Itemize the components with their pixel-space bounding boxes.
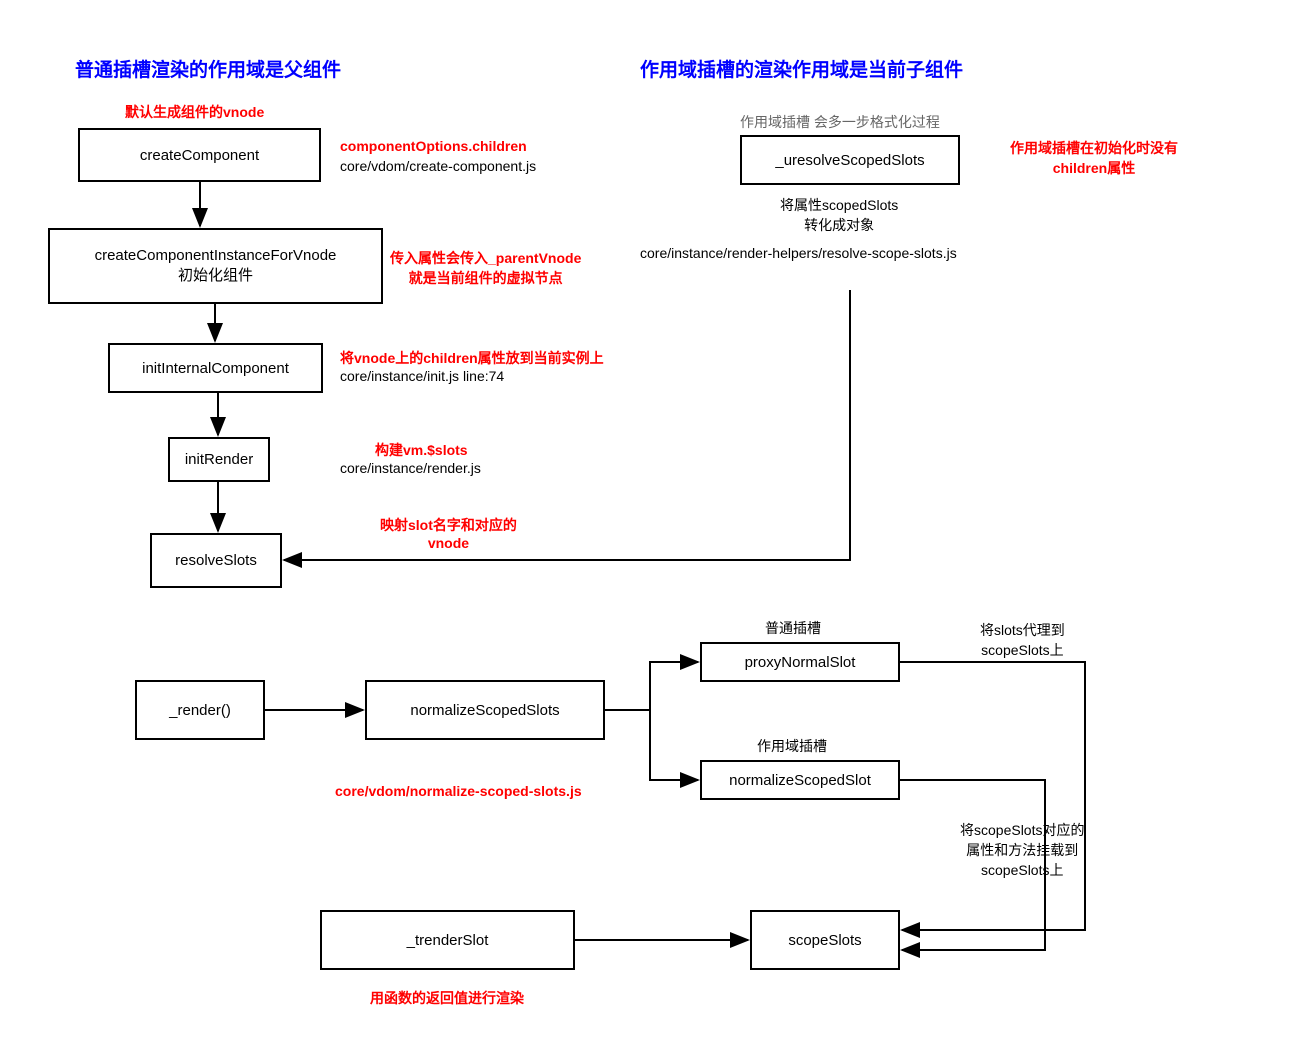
node-label: _render() <box>169 702 231 719</box>
label-l14r: 作用域插槽在初始化时没有 children属性 <box>1010 138 1178 178</box>
node-render: _render() <box>135 680 265 740</box>
node-normalizeScopedSlot: normalizeScopedSlot <box>700 760 900 800</box>
label-l7: 普通插槽 <box>765 618 821 638</box>
label-l2b: core/vdom/create-component.js <box>340 158 536 174</box>
node-normalizeScopedSlots: normalizeScopedSlots <box>365 680 605 740</box>
title-right: 作用域插槽的渲染作用域是当前子组件 <box>640 55 963 82</box>
node-label: createComponent <box>140 147 259 164</box>
label-l8: 作用域插槽 <box>757 736 827 756</box>
node-initInternalComponent: initInternalComponent <box>108 343 323 393</box>
node-label: normalizeScopedSlot <box>729 772 871 789</box>
node-label: initRender <box>185 451 253 468</box>
node-uresolveScopedSlots: _uresolveScopedSlots <box>740 135 960 185</box>
label-l13: 作用域插槽 会多一步格式化过程 <box>740 112 940 132</box>
node-label: _uresolveScopedSlots <box>775 152 924 169</box>
label-l1: 默认生成组件的vnode <box>125 102 264 122</box>
label-l4b: core/instance/init.js line:74 <box>340 368 504 384</box>
node-label: resolveSlots <box>175 552 257 569</box>
node-label: normalizeScopedSlots <box>410 702 559 719</box>
node-proxyNormalSlot: proxyNormalSlot <box>700 642 900 682</box>
node-createComponentInstanceForVnode: createComponentInstanceForVnode 初始化组件 <box>48 228 383 304</box>
label-l15: 将属性scopedSlots 转化成对象 <box>780 195 898 235</box>
node-createComponent: createComponent <box>78 128 321 182</box>
label-l4r: 将vnode上的children属性放到当前实例上 <box>340 348 604 368</box>
label-l16: core/instance/render-helpers/resolve-sco… <box>640 245 957 261</box>
node-resolveSlots: resolveSlots <box>150 533 282 588</box>
label-l3r: 传入属性会传入_parentVnode 就是当前组件的虚拟节点 <box>390 248 581 288</box>
label-l5r: 构建vm.$slots <box>375 440 468 460</box>
label-l11r: core/vdom/normalize-scoped-slots.js <box>335 783 582 799</box>
node-initRender: initRender <box>168 437 270 482</box>
node-label: createComponentInstanceForVnode 初始化组件 <box>95 247 337 285</box>
node-label: proxyNormalSlot <box>745 654 856 671</box>
node-label: initInternalComponent <box>142 360 289 377</box>
title-left: 普通插槽渲染的作用域是父组件 <box>75 55 341 82</box>
node-label: _trenderSlot <box>407 932 489 949</box>
node-trenderSlot: _trenderSlot <box>320 910 575 970</box>
label-l5b: core/instance/render.js <box>340 460 481 476</box>
node-scopeSlots: scopeSlots <box>750 910 900 970</box>
label-l10: 将scopeSlots对应的 属性和方法挂载到 scopeSlots上 <box>960 820 1084 880</box>
label-l6r: 映射slot名字和对应的 vnode <box>380 515 517 551</box>
label-l9: 将slots代理到 scopeSlots上 <box>980 620 1065 660</box>
node-label: scopeSlots <box>788 932 861 949</box>
label-l2r: componentOptions.children <box>340 138 527 154</box>
label-l12r: 用函数的返回值进行渲染 <box>370 988 524 1008</box>
